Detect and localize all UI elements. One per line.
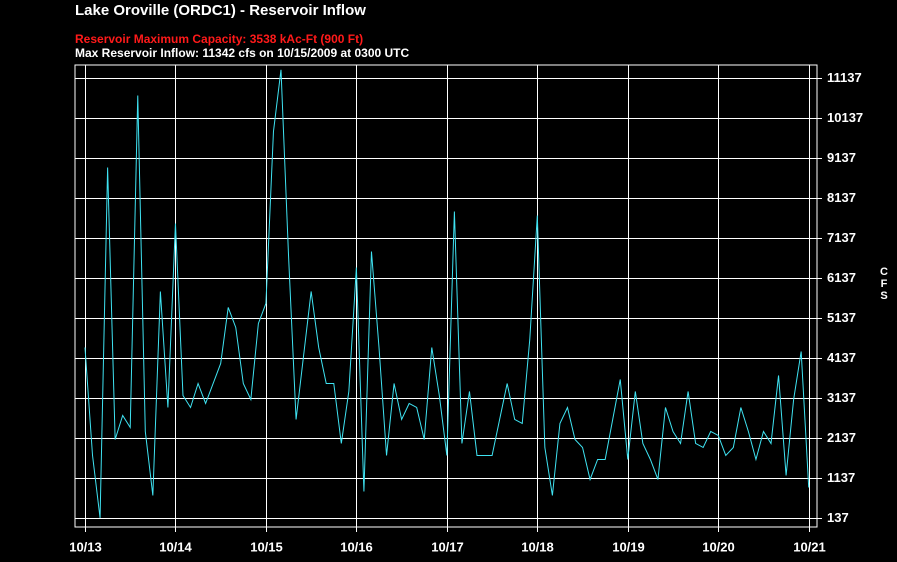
- y-tick-label: 4137: [827, 350, 856, 365]
- x-tick-label: 10/18: [521, 539, 554, 554]
- x-tick-label: 10/20: [702, 539, 735, 554]
- x-tick-label: 10/21: [793, 539, 826, 554]
- y-tick-label: 8137: [827, 190, 856, 205]
- x-tick-label: 10/14: [159, 539, 192, 554]
- max-annotation: Max Reservoir Inflow: 11342 cfs on 10/15…: [75, 46, 410, 60]
- chart-title: Lake Oroville (ORDC1) - Reservoir Inflow: [75, 2, 366, 19]
- y-tick-label: 10137: [827, 110, 863, 125]
- y-tick-label: 1137: [827, 470, 855, 485]
- y-tick-label: 7137: [827, 230, 856, 245]
- y-tick-label: 11137: [827, 70, 862, 85]
- y-tick-label: 6137: [827, 270, 856, 285]
- x-tick-label: 10/16: [340, 539, 373, 554]
- y-tick-label: 2137: [827, 430, 856, 445]
- y-tick-label: 3137: [827, 390, 856, 405]
- x-tick-label: 10/15: [250, 539, 283, 554]
- y-tick-label: 137: [827, 510, 849, 525]
- x-tick-label: 10/13: [69, 539, 102, 554]
- inflow-line: [84, 69, 810, 519]
- x-tick-label: 10/17: [431, 539, 464, 554]
- chart-subtitle: Reservoir Maximum Capacity: 3538 kAc-Ft …: [75, 32, 363, 46]
- x-tick-label: 10/19: [612, 539, 645, 554]
- y-tick-label: 9137: [827, 150, 856, 165]
- y-tick-label: 5137: [827, 310, 856, 325]
- y-axis-label: CFS: [878, 266, 890, 302]
- plot-frame: [74, 64, 818, 528]
